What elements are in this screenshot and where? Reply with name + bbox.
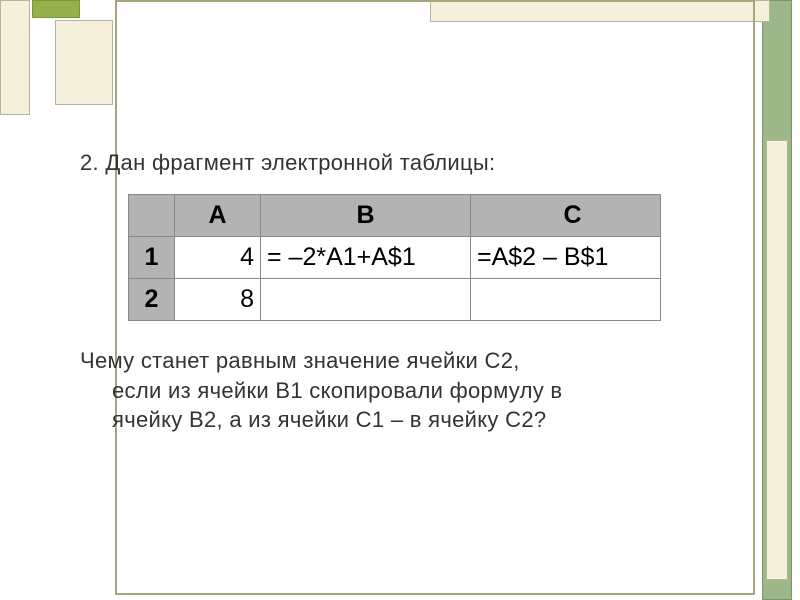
- table-header-row: A B C: [129, 195, 661, 237]
- followup-line2: если из ячейки В1 скопировали формулу в: [80, 376, 710, 406]
- question-text: 2. Дан фрагмент электронной таблицы:: [70, 150, 710, 176]
- header-B: B: [261, 195, 471, 237]
- table-row: 1 4 = –2*A1+A$1 =A$2 – B$1: [129, 237, 661, 279]
- cell-A1: 4: [175, 237, 261, 279]
- row-num-2: 2: [129, 279, 175, 321]
- cell-C1: =A$2 – B$1: [471, 237, 661, 279]
- header-A: A: [175, 195, 261, 237]
- followup-text: Чему станет равным значение ячейки С2, е…: [70, 346, 710, 435]
- frame-left-panel: [55, 20, 113, 105]
- followup-line1: Чему станет равным значение ячейки С2,: [80, 348, 520, 373]
- frame-left-stripe: [0, 0, 30, 115]
- frame-right-beige: [766, 140, 788, 580]
- spreadsheet-table: A B C 1 4 = –2*A1+A$1 =A$2 – B$1 2 8: [128, 194, 661, 321]
- followup-line3: ячейку В2, а из ячейки С1 – в ячейку С2?: [80, 405, 710, 435]
- header-C: C: [471, 195, 661, 237]
- table-row: 2 8: [129, 279, 661, 321]
- slide-content: 2. Дан фрагмент электронной таблицы: A B…: [70, 150, 710, 435]
- cell-A2: 8: [175, 279, 261, 321]
- header-corner: [129, 195, 175, 237]
- cell-C2: [471, 279, 661, 321]
- cell-B1: = –2*A1+A$1: [261, 237, 471, 279]
- frame-left-green: [32, 0, 80, 18]
- cell-B2: [261, 279, 471, 321]
- row-num-1: 1: [129, 237, 175, 279]
